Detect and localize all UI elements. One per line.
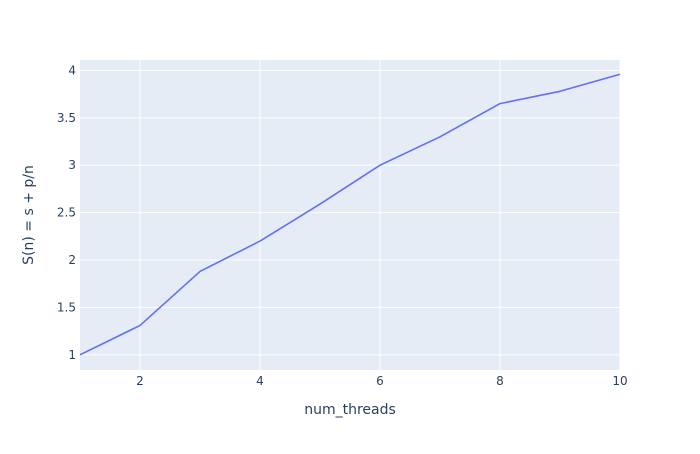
plot-background — [80, 60, 620, 370]
x-gridlines — [139, 60, 621, 370]
y-tick-label: 2.5 — [57, 206, 76, 220]
y-tick-label: 2 — [68, 253, 76, 267]
y-tick-label: 4 — [68, 63, 76, 77]
series-line — [79, 73, 621, 356]
y-tick-label: 3 — [68, 158, 76, 172]
x-tick-label: 8 — [496, 374, 504, 388]
y-axis-title: S(n) = s + p/n — [21, 165, 37, 265]
series-layer — [79, 73, 621, 356]
x-axis-ticks: 2 4 6 8 10 — [136, 374, 627, 388]
y-tick-label: 1.5 — [57, 300, 76, 314]
y-tick-label: 1 — [68, 348, 76, 362]
y-gridlines — [80, 69, 620, 356]
x-axis-title: num_threads — [304, 402, 396, 418]
y-tick-label: 3.5 — [57, 111, 76, 125]
x-tick-label: 10 — [612, 374, 627, 388]
x-tick-label: 6 — [376, 374, 384, 388]
x-tick-label: 4 — [256, 374, 264, 388]
x-tick-label: 2 — [136, 374, 144, 388]
y-axis-ticks: 1 1.5 2 2.5 3 3.5 4 — [57, 63, 76, 361]
